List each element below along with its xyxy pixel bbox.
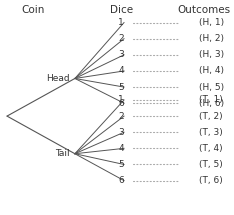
Text: (T, 5): (T, 5): [199, 160, 223, 169]
Text: (T, 1): (T, 1): [199, 95, 223, 104]
Text: Head: Head: [47, 74, 70, 83]
Text: (H, 1): (H, 1): [199, 18, 224, 27]
Text: 5: 5: [118, 83, 124, 92]
Text: (H, 4): (H, 4): [199, 66, 224, 75]
Text: 6: 6: [118, 176, 124, 185]
Text: 2: 2: [118, 112, 124, 121]
Text: Dice: Dice: [110, 5, 133, 15]
Text: 2: 2: [118, 34, 124, 43]
Text: (T, 3): (T, 3): [199, 128, 223, 137]
Text: 1: 1: [118, 95, 124, 104]
Text: Tail: Tail: [56, 149, 70, 158]
Text: 5: 5: [118, 160, 124, 169]
Text: (H, 5): (H, 5): [199, 83, 224, 92]
Text: 4: 4: [118, 144, 124, 153]
Text: (T, 4): (T, 4): [199, 144, 223, 153]
Text: (T, 6): (T, 6): [199, 176, 223, 185]
Text: 6: 6: [118, 99, 124, 108]
Text: 1: 1: [118, 18, 124, 27]
Text: 3: 3: [118, 50, 124, 59]
Text: (H, 3): (H, 3): [199, 50, 224, 59]
Text: Outcomes: Outcomes: [177, 5, 230, 15]
Text: 3: 3: [118, 128, 124, 137]
Text: (T, 2): (T, 2): [199, 112, 223, 121]
Text: (H, 6): (H, 6): [199, 99, 224, 108]
Text: Coin: Coin: [21, 5, 44, 15]
Text: (H, 2): (H, 2): [199, 34, 224, 43]
Text: 4: 4: [118, 66, 124, 75]
